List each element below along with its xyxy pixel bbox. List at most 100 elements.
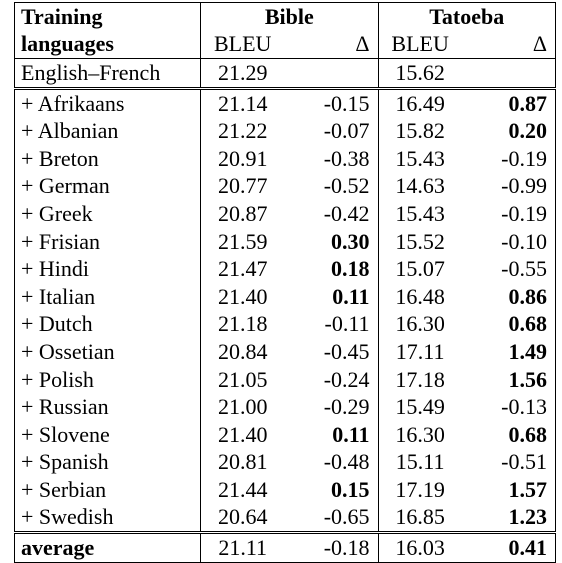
bible-delta-value: -0.24: [284, 365, 379, 394]
header-row-groups: Training Bible Tatoeba: [13, 1, 557, 31]
language-label: + Serbian: [13, 476, 202, 504]
tatoeba-bleu-value: 16.49: [378, 86, 462, 118]
tatoeba-bleu-value: 16.30: [395, 421, 445, 447]
table-row: + German 20.77 -0.52 14.63 -0.99: [13, 172, 556, 201]
tatoeba-delta-value: 0.68: [461, 420, 556, 449]
tatoeba-delta-value: 0.68: [461, 310, 556, 339]
average-bible-delta: -0.18: [284, 531, 379, 563]
bible-bleu-value: 21.59: [217, 228, 268, 254]
bible-delta-value: -0.07: [284, 117, 379, 145]
tatoeba-delta-value: -0.99: [461, 172, 556, 201]
bible-bleu-value: 20.81: [217, 449, 268, 475]
training-languages-header-line2: languages: [13, 30, 202, 59]
bible-bleu-value: 20.64: [217, 504, 268, 530]
bible-delta-value: -0.48: [284, 448, 379, 477]
bible-bleu-value: 21.40: [217, 283, 268, 309]
bible-bleu-value: 21.00: [217, 394, 268, 420]
tatoeba-bleu-value: 15.52: [395, 228, 445, 254]
baseline-tatoeba-delta: [461, 58, 556, 89]
average-tatoeba-delta: 0.41: [461, 531, 556, 563]
table-row: + Ossetian 20.84 -0.45 17.11 1.49: [13, 338, 556, 366]
tatoeba-delta-value: 1.56: [461, 365, 556, 394]
bible-bleu-value: 21.14: [200, 86, 285, 118]
tatoeba-delta-value: 0.87: [461, 86, 556, 118]
bible-delta-value: -0.11: [284, 310, 379, 339]
tatoeba-delta-value: 1.23: [461, 503, 556, 533]
tatoeba-delta-value: -0.13: [461, 393, 556, 421]
tatoeba-delta-value: -0.55: [461, 255, 556, 283]
bible-bleu-value: 21.44: [217, 476, 268, 502]
bible-bleu-value: 21.05: [217, 366, 268, 392]
language-label: + Albanian: [13, 117, 202, 145]
bible-bleu-value: 21.18: [217, 311, 268, 337]
tatoeba-bleu-value: 15.07: [395, 256, 445, 282]
language-label: + Ossetian: [13, 338, 202, 366]
language-label: + Russian: [13, 393, 202, 421]
table-row: + Spanish 20.81 -0.48 15.11 -0.51: [13, 448, 556, 477]
bible-bleu-value: 20.87: [217, 200, 268, 226]
bible-delta-value: -0.42: [284, 200, 379, 228]
baseline-label: English–French: [13, 58, 202, 89]
language-label: + Frisian: [13, 227, 202, 256]
language-label: + German: [13, 172, 202, 201]
tatoeba-delta-value: -0.19: [461, 200, 556, 228]
tatoeba-delta-value: 0.86: [461, 282, 556, 311]
language-label: + Afrikaans: [13, 86, 202, 118]
table-row: + Italian 21.40 0.11 16.48 0.86: [13, 282, 556, 311]
tatoeba-delta-value: -0.19: [461, 144, 556, 173]
bible-delta-value: 0.11: [284, 420, 379, 449]
tatoeba-bleu-value: 17.11: [395, 338, 445, 364]
table-row: + Dutch 21.18 -0.11 16.30 0.68: [13, 310, 556, 339]
tatoeba-delta-header: Δ: [461, 30, 556, 59]
table-row: + Breton 20.91 -0.38 15.43 -0.19: [13, 144, 556, 173]
bible-delta-value: 0.18: [284, 255, 379, 283]
language-label: + Breton: [13, 144, 202, 173]
tatoeba-bleu-value: 15.49: [395, 394, 445, 420]
table-row: + Serbian 21.44 0.15 17.19 1.57: [13, 476, 556, 504]
language-label: + Dutch: [13, 310, 202, 339]
baseline-bible-bleu: 21.29: [200, 58, 285, 89]
tatoeba-bleu-value: 14.63: [395, 173, 445, 199]
tatoeba-bleu-value: 16.48: [395, 283, 445, 309]
average-bible-bleu: 21.11: [200, 531, 285, 563]
tatoeba-bleu-value: 15.11: [395, 449, 445, 475]
bible-delta-value: -0.52: [284, 172, 379, 201]
bible-delta-value: -0.15: [284, 86, 379, 118]
bible-delta-value: -0.29: [284, 393, 379, 421]
table-row: + Swedish 20.64 -0.65 16.85 1.23: [13, 503, 556, 533]
bible-bleu-value: 20.84: [217, 338, 268, 364]
table-row: + Hindi 21.47 0.18 15.07 -0.55: [13, 255, 556, 283]
tatoeba-delta-value: -0.51: [461, 448, 556, 477]
bible-delta-header: Δ: [284, 30, 379, 59]
bible-delta-value: -0.65: [284, 503, 379, 533]
bible-bleu-value: 20.77: [217, 173, 268, 199]
bible-delta-value: 0.15: [284, 476, 379, 504]
tatoeba-delta-value: 1.49: [461, 338, 556, 366]
language-label: + Slovene: [13, 420, 202, 449]
baseline-tatoeba-bleu: 15.62: [378, 58, 462, 89]
tatoeba-group-header: Tatoeba: [378, 1, 557, 31]
language-label: + Polish: [13, 365, 202, 394]
average-tatoeba-bleu: 16.03: [378, 531, 462, 563]
tatoeba-delta-value: 0.20: [461, 117, 556, 145]
bible-delta-value: 0.30: [284, 227, 379, 256]
language-label: + Spanish: [13, 448, 202, 477]
table-row: + Frisian 21.59 0.30 15.52 -0.10: [13, 227, 556, 256]
tatoeba-bleu-value: 17.18: [395, 366, 445, 392]
bible-delta-value: -0.38: [284, 144, 379, 173]
results-table: Training Bible Tatoeba languages BLEU Δ …: [13, 1, 557, 563]
table-row: + Albanian 21.22 -0.07 15.82 0.20: [13, 117, 556, 145]
bible-delta-value: -0.45: [284, 338, 379, 366]
bible-bleu-header: BLEU: [214, 31, 272, 57]
baseline-bible-delta: [284, 58, 379, 89]
bible-delta-value: 0.11: [284, 282, 379, 311]
tatoeba-bleu-value: 16.85: [395, 504, 445, 530]
bible-bleu-value: 21.40: [217, 421, 268, 447]
language-label: + Swedish: [13, 503, 202, 533]
tatoeba-bleu-header: BLEU: [391, 31, 449, 57]
average-label: average: [13, 531, 202, 563]
bible-group-header: Bible: [200, 1, 379, 31]
table-row: + Afrikaans 21.14 -0.15 16.49 0.87: [13, 86, 556, 118]
table-row: + Greek 20.87 -0.42 15.43 -0.19: [13, 200, 556, 228]
language-label: + Hindi: [13, 255, 202, 283]
